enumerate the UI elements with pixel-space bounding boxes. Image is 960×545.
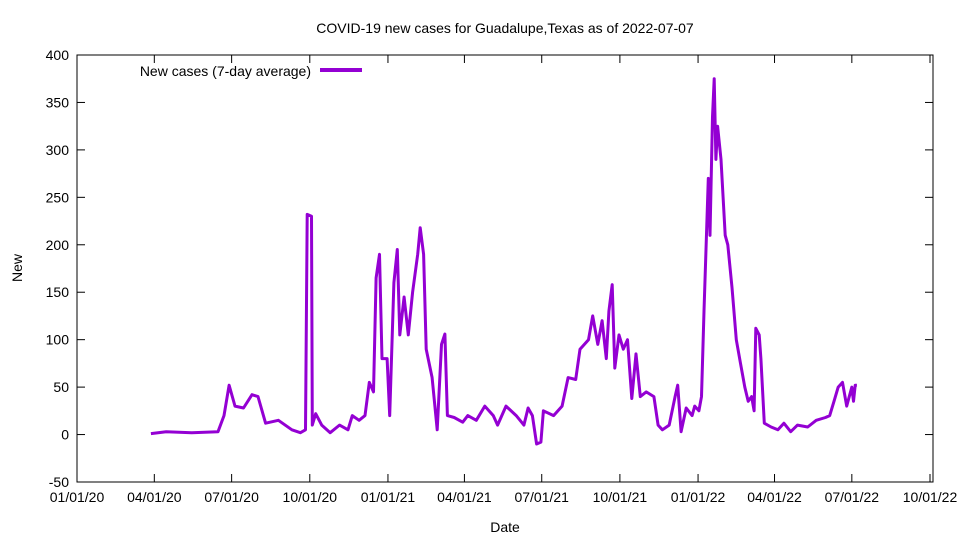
y-tick-label: 350 [46, 94, 70, 110]
x-tick-label: 01/01/20 [50, 489, 105, 505]
legend-label: New cases (7-day average) [140, 63, 311, 79]
x-tick-label: 10/01/22 [903, 489, 958, 505]
y-tick-label: 400 [46, 47, 70, 63]
y-tick-label: 250 [46, 189, 70, 205]
legend: New cases (7-day average) [140, 63, 362, 79]
x-tick-label: 07/01/21 [514, 489, 569, 505]
y-tick-label: -50 [49, 474, 69, 490]
series-line-new-cases [150, 77, 857, 446]
x-tick-label: 04/01/21 [437, 489, 492, 505]
y-axis: -50 0 50 100 150 200 250 300 350 400 [46, 47, 933, 490]
y-tick-label: 100 [46, 332, 70, 348]
x-tick-label: 07/01/20 [204, 489, 259, 505]
x-tick-label: 01/01/22 [671, 489, 726, 505]
plot-frame [76, 54, 934, 483]
x-tick-label: 01/01/21 [361, 489, 416, 505]
x-tick-label: 10/01/20 [283, 489, 338, 505]
y-axis-label: New [9, 253, 25, 282]
y-tick-label: 0 [61, 427, 69, 443]
x-tick-label: 04/01/22 [747, 489, 802, 505]
y-tick-label: 200 [46, 237, 70, 253]
x-axis: 01/01/20 04/01/20 07/01/20 10/01/20 01/01/21… [50, 55, 958, 505]
chart-title: COVID-19 new cases for Guadalupe,Texas a… [316, 20, 694, 36]
y-tick-label: 300 [46, 142, 70, 158]
y-tick-label: 50 [53, 379, 69, 395]
x-tick-label: 04/01/20 [127, 489, 182, 505]
x-axis-label: Date [490, 519, 520, 535]
x-tick-label: 10/01/21 [593, 489, 648, 505]
y-tick-label: 150 [46, 284, 70, 300]
x-tick-label: 07/01/22 [825, 489, 880, 505]
